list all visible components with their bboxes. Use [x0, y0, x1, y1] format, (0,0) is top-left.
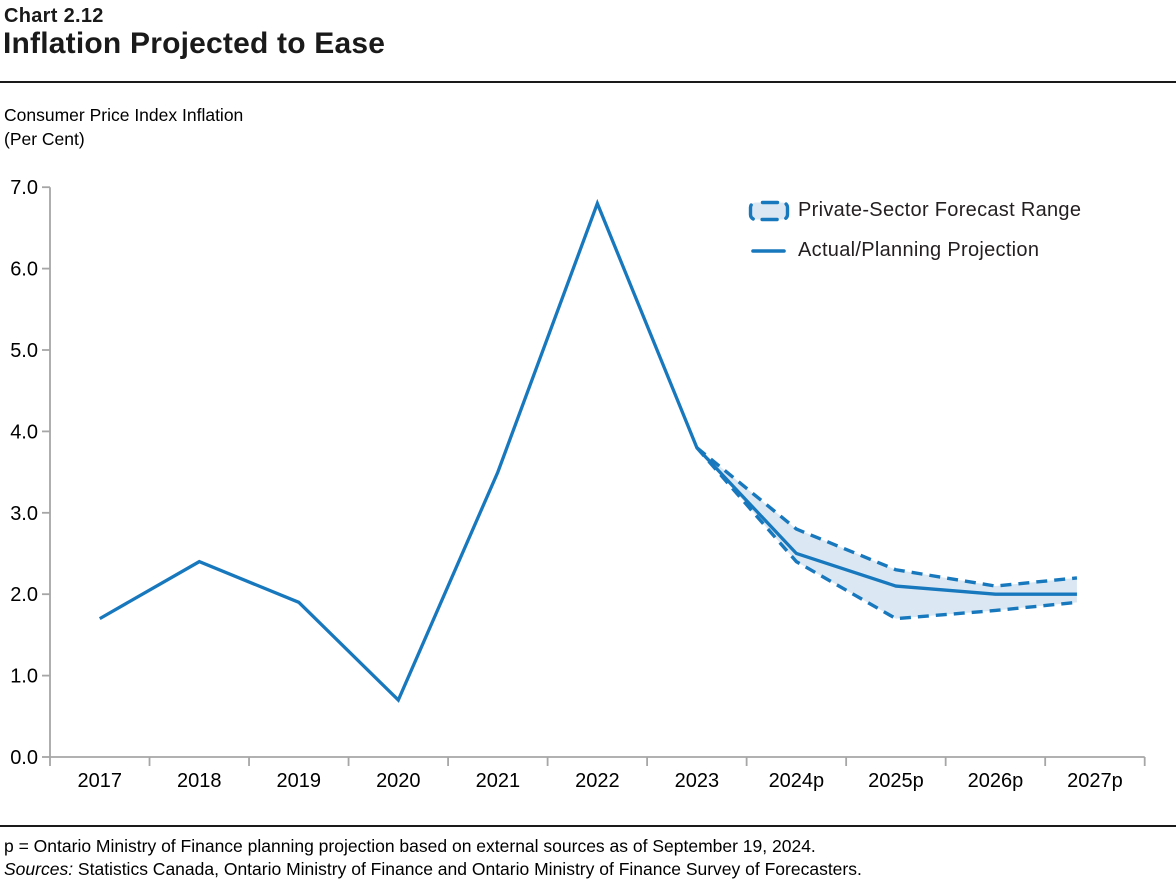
- footer-rule: [0, 825, 1176, 827]
- subtitle-line2: (Per Cent): [4, 129, 85, 149]
- legend-item-label: Actual/Planning Projection: [798, 239, 1040, 261]
- y-tick-label: 6.0: [10, 259, 38, 281]
- y-tick-label: 4.0: [10, 421, 38, 443]
- forecast-range-swatch-icon: [748, 200, 790, 221]
- x-tick-label: 2021: [476, 770, 521, 792]
- y-tick-label: 0.0: [10, 747, 38, 769]
- sources-text: Statistics Canada, Ontario Ministry of F…: [73, 859, 862, 879]
- subtitle-line1: Consumer Price Index Inflation: [4, 105, 244, 125]
- legend: Private-Sector Forecast Range Actual/Pla…: [748, 199, 1081, 279]
- forecast-upper-dashed-line: [695, 446, 1078, 588]
- solid-line-swatch-icon: [751, 248, 786, 253]
- x-tick-label: 2022: [575, 770, 620, 792]
- chart-title: Inflation Projected to Ease: [3, 27, 386, 60]
- chart-number: Chart 2.12: [4, 5, 104, 27]
- x-tick-label: 2024p: [769, 770, 825, 792]
- footnote-projection-definition: p = Ontario Ministry of Finance planning…: [4, 836, 816, 856]
- legend-item-forecast-range: Private-Sector Forecast Range: [748, 199, 1081, 222]
- axis-unit-label: Consumer Price Index Inflation (Per Cent…: [4, 103, 243, 151]
- actual-projection-line: [98, 198, 1077, 703]
- y-tick-label: 7.0: [10, 177, 38, 199]
- x-tick-label: 2023: [675, 770, 720, 792]
- x-tick-label: 2025p: [868, 770, 924, 792]
- y-tick-label: 5.0: [10, 340, 38, 362]
- x-tick-label: 2018: [177, 770, 222, 792]
- y-tick-label: 3.0: [10, 503, 38, 525]
- footnote-sources: Sources: Statistics Canada, Ontario Mini…: [4, 859, 862, 880]
- x-tick-label: 2026p: [968, 770, 1024, 792]
- x-tick-label: 2019: [277, 770, 322, 792]
- forecast-lower-dashed-line: [695, 446, 1078, 621]
- legend-item-actual-projection: Actual/Planning Projection: [748, 239, 1081, 262]
- legend-item-label: Private-Sector Forecast Range: [798, 199, 1082, 221]
- sources-label: Sources:: [4, 859, 74, 879]
- y-tick-label: 1.0: [10, 666, 38, 688]
- x-tick-label: 2020: [376, 770, 421, 792]
- title-rule: [0, 81, 1176, 83]
- x-tick-label: 2027p: [1067, 770, 1123, 792]
- x-tick-label: 2017: [78, 770, 123, 792]
- y-tick-label: 2.0: [10, 584, 38, 606]
